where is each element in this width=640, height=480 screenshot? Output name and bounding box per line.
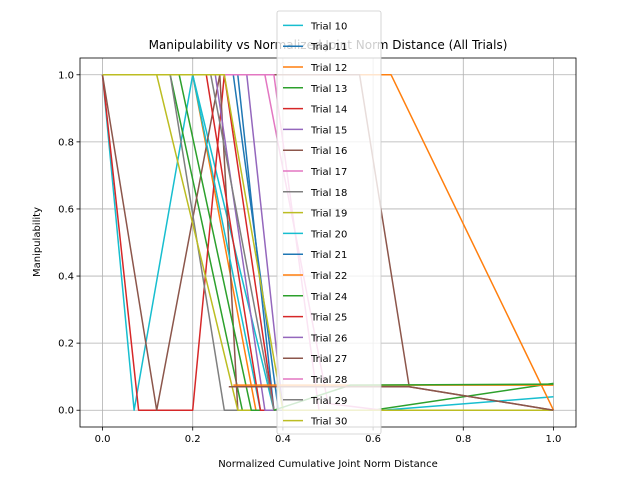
legend-entry: Trial 15 [310,125,347,136]
legend-entry: Trial 17 [310,167,347,178]
x-tick-label: 1.0 [546,434,562,445]
x-tick-label: 0.2 [185,434,201,445]
ticks: 0.0 0.2 0.4 0.6 0.8 1.0 0.0 0.2 0.4 0.6 0.8 1.0 [58,70,561,445]
legend-entry: Trial 14 [310,105,347,116]
legend-entry: Trial 12 [310,63,347,74]
y-tick-label: 0.0 [58,406,74,417]
y-axis-label: Manipulability [32,207,43,277]
legend-entry: Trial 19 [310,209,347,220]
y-tick-label: 0.6 [58,204,74,215]
x-axis-label: Normalized Cumulative Joint Norm Distanc… [218,459,438,470]
y-tick-label: 0.8 [58,137,74,148]
legend-entry: Trial 30 [310,417,347,428]
legend-entry: Trial 10 [310,21,347,32]
legend-entry: Trial 16 [310,146,347,157]
legend: Trial 10 Trial 11 Trial 12 Trial 13 Trial 14… [276,10,382,435]
legend-entry: Trial 21 [310,250,347,261]
x-tick-label: 0.0 [95,434,111,445]
x-tick-label: 0.6 [365,434,381,445]
legend-entry: Trial 29 [310,396,347,407]
legend-entry: Trial 27 [310,354,347,365]
legend-entry: Trial 24 [310,292,347,303]
legend-entry: Trial 18 [310,188,347,199]
legend-entry: Trial 28 [310,375,347,386]
y-tick-label: 0.4 [58,272,74,283]
x-tick-label: 0.8 [455,434,471,445]
legend-entry: Trial 26 [310,333,347,344]
legend-entry: Trial 25 [310,313,347,324]
y-tick-label: 0.2 [58,339,74,350]
legend-entry: Trial 22 [310,271,347,282]
legend-entry: Trial 11 [310,42,347,53]
legend-frame [276,10,382,435]
legend-entry: Trial 20 [310,229,347,240]
legend-entry: Trial 13 [310,84,347,95]
y-tick-label: 1.0 [58,70,74,81]
x-tick-label: 0.4 [275,434,291,445]
